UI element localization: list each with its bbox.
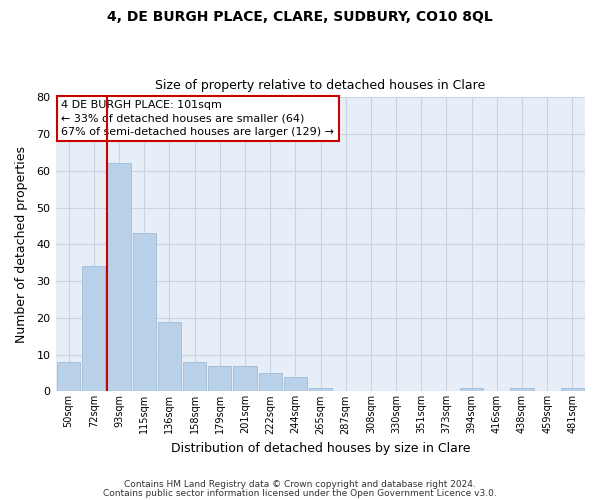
Text: Contains HM Land Registry data © Crown copyright and database right 2024.: Contains HM Land Registry data © Crown c… bbox=[124, 480, 476, 489]
Bar bbox=[183, 362, 206, 392]
Bar bbox=[208, 366, 232, 392]
Bar bbox=[57, 362, 80, 392]
Bar bbox=[460, 388, 483, 392]
Bar bbox=[158, 322, 181, 392]
Bar bbox=[309, 388, 332, 392]
Bar bbox=[561, 388, 584, 392]
Text: 4 DE BURGH PLACE: 101sqm
← 33% of detached houses are smaller (64)
67% of semi-d: 4 DE BURGH PLACE: 101sqm ← 33% of detach… bbox=[61, 100, 334, 136]
Bar bbox=[82, 266, 106, 392]
Bar bbox=[233, 366, 257, 392]
X-axis label: Distribution of detached houses by size in Clare: Distribution of detached houses by size … bbox=[171, 442, 470, 455]
Text: Contains public sector information licensed under the Open Government Licence v3: Contains public sector information licen… bbox=[103, 488, 497, 498]
Bar bbox=[107, 164, 131, 392]
Bar bbox=[511, 388, 533, 392]
Bar bbox=[259, 373, 282, 392]
Text: 4, DE BURGH PLACE, CLARE, SUDBURY, CO10 8QL: 4, DE BURGH PLACE, CLARE, SUDBURY, CO10 … bbox=[107, 10, 493, 24]
Bar bbox=[133, 234, 156, 392]
Y-axis label: Number of detached properties: Number of detached properties bbox=[15, 146, 28, 343]
Bar bbox=[284, 376, 307, 392]
Title: Size of property relative to detached houses in Clare: Size of property relative to detached ho… bbox=[155, 79, 485, 92]
